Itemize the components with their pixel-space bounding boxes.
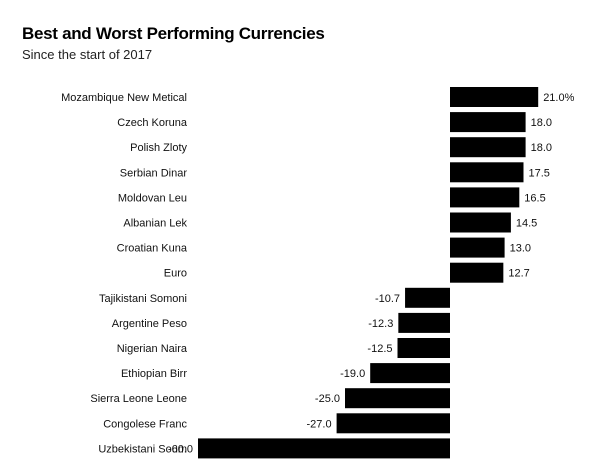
bar [198, 438, 450, 459]
bar [398, 312, 450, 333]
value-label: 14.5 [516, 218, 537, 230]
value-label: 13.0 [510, 243, 531, 255]
bar [345, 388, 450, 409]
category-label: Sierra Leone Leone [90, 393, 187, 405]
category-label: Mozambique New Metical [61, 92, 187, 104]
category-label: Czech Koruna [117, 117, 188, 129]
bar [336, 413, 450, 434]
category-label: Congolese Franc [103, 418, 187, 430]
value-label: 21.0% [543, 92, 574, 104]
category-label: Albanian Lek [123, 218, 187, 230]
bar [450, 162, 524, 183]
category-label: Euro [164, 268, 187, 280]
value-label: -12.3 [368, 318, 393, 330]
category-label: Nigerian Naira [117, 343, 188, 355]
bar [405, 287, 450, 308]
bar [450, 212, 511, 233]
value-label: 18.0 [531, 142, 552, 154]
bar [450, 137, 526, 158]
bar [450, 187, 520, 208]
category-label: Argentine Peso [112, 318, 187, 330]
value-label: -27.0 [307, 418, 332, 430]
category-label: Polish Zloty [130, 142, 187, 154]
bar [450, 237, 505, 258]
category-label: Ethiopian Birr [121, 368, 187, 380]
value-label: 18.0 [531, 117, 552, 129]
bar [450, 87, 539, 107]
value-label: 12.7 [508, 268, 529, 280]
value-label: -19.0 [340, 368, 365, 380]
category-label: Serbian Dinar [120, 167, 188, 179]
category-label: Uzbekistani Soum [98, 443, 187, 455]
value-label: 16.5 [524, 192, 545, 204]
value-label: -10.7 [375, 293, 400, 305]
chart-subtitle: Since the start of 2017 [22, 47, 153, 62]
value-label: -12.5 [367, 343, 392, 355]
bar [397, 338, 450, 358]
category-label: Tajikistani Somoni [99, 293, 187, 305]
value-label: -60.0 [168, 443, 193, 455]
value-label: -25.0 [315, 393, 340, 405]
category-label: Croatian Kuna [117, 243, 188, 255]
bar [450, 112, 526, 133]
category-label: Moldovan Leu [118, 192, 187, 204]
bar [370, 363, 450, 384]
chart-title: Best and Worst Performing Currencies [22, 24, 325, 43]
bar [450, 262, 504, 283]
value-label: 17.5 [529, 167, 550, 179]
